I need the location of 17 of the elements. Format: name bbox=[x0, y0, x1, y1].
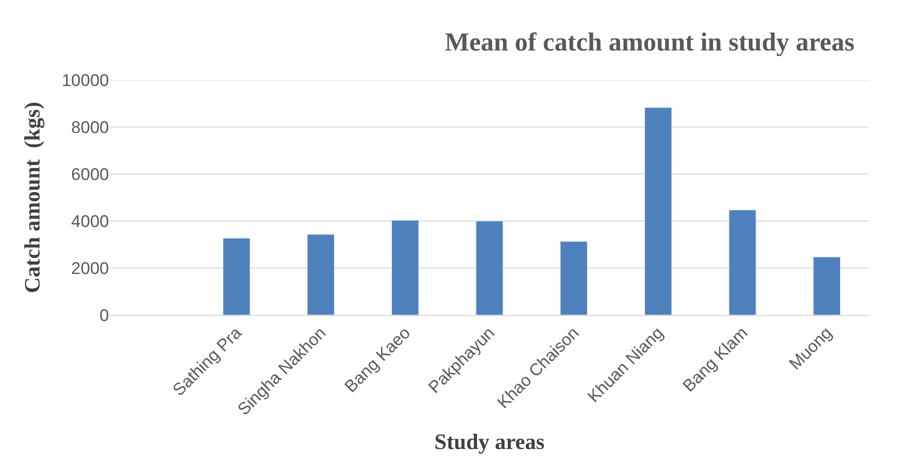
chart-title: Mean of catch amount in study areas bbox=[444, 27, 854, 56]
bar bbox=[644, 107, 672, 315]
y-tick-label: 0 bbox=[100, 306, 109, 325]
bar bbox=[307, 234, 335, 315]
y-axis-title: Catch amount (kgs) bbox=[20, 102, 45, 294]
x-axis-title: Study areas bbox=[434, 428, 546, 454]
bar bbox=[222, 238, 250, 315]
bar bbox=[728, 210, 756, 315]
bar bbox=[476, 220, 504, 315]
y-tick-label: 8000 bbox=[71, 118, 109, 137]
y-tick-label: 4000 bbox=[71, 212, 109, 231]
bar bbox=[560, 241, 588, 315]
y-tick-label: 6000 bbox=[71, 164, 109, 184]
bar bbox=[813, 256, 841, 315]
bar bbox=[391, 220, 419, 315]
y-tick-label: 2000 bbox=[71, 258, 109, 278]
y-tick-label: 10000 bbox=[62, 70, 109, 90]
